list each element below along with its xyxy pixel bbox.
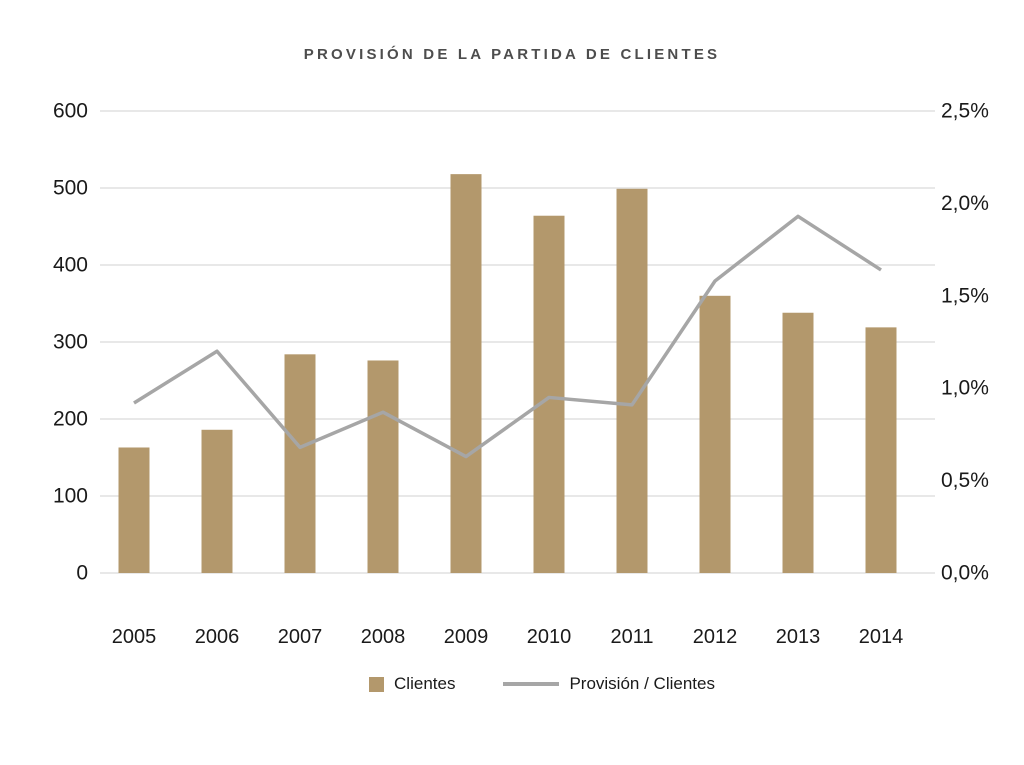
left-axis-tick-500: 500 <box>53 177 88 200</box>
legend-label-clientes: Clientes <box>394 674 456 693</box>
left-axis-tick-200: 200 <box>53 408 88 431</box>
x-axis-label-2005: 2005 <box>112 626 157 648</box>
left-axis-tick-0: 0 <box>76 562 88 585</box>
chart-title: PROVISIÓN DE LA PARTIDA DE CLIENTES <box>303 46 721 63</box>
right-axis-tick-2,5pct: 2,5% <box>941 100 989 123</box>
right-axis-tick-0,0pct: 0,0% <box>941 562 989 585</box>
left-axis-tick-100: 100 <box>53 485 88 508</box>
legend-label-provision: Provisión / Clientes <box>569 674 715 693</box>
chart-legend: Clientes Provisión / Clientes <box>0 674 1024 694</box>
x-axis-label-2007: 2007 <box>278 626 323 648</box>
left-axis-tick-300: 300 <box>53 331 88 354</box>
bar-2008 <box>367 360 399 573</box>
provision-clientes-line <box>133 214 882 459</box>
x-axis-label-2010: 2010 <box>527 626 572 648</box>
right-axis-tick-1,5pct: 1,5% <box>941 284 989 307</box>
x-axis-label-2012: 2012 <box>693 626 738 648</box>
right-axis-tick-1,0pct: 1,0% <box>941 377 989 400</box>
bar-2007 <box>284 354 316 573</box>
bar-swatch-icon <box>369 676 385 692</box>
chart-canvas: 0 100 200 300 400 500 600 0,0% 0,5% 1,0% 1,5% 2,0% 2… <box>53 100 989 649</box>
x-axis-label-2013: 2013 <box>776 626 821 648</box>
x-axis-label-2009: 2009 <box>444 626 489 648</box>
x-axis-label-2014: 2014 <box>859 626 904 648</box>
bar-2010 <box>533 215 565 573</box>
bar-2012 <box>699 295 731 573</box>
bar-2009 <box>450 174 482 573</box>
bar-2013 <box>782 312 814 573</box>
line-swatch-icon <box>503 682 560 686</box>
left-axis-tick-600: 600 <box>53 100 88 123</box>
x-axis-label-2006: 2006 <box>195 626 240 648</box>
right-axis-tick-2,0pct: 2,0% <box>941 192 989 215</box>
bar-2014 <box>865 327 897 573</box>
legend-item-clientes: Clientes <box>369 674 455 694</box>
bar-2011 <box>616 188 648 573</box>
left-axis-tick-400: 400 <box>53 254 88 277</box>
bar-2006 <box>201 429 233 573</box>
x-axis-label-2008: 2008 <box>361 626 406 648</box>
right-axis-tick-0,5pct: 0,5% <box>941 469 989 492</box>
bar-2005 <box>118 447 150 573</box>
x-axis-label-2011: 2011 <box>610 626 653 648</box>
legend-item-provision: Provisión / Clientes <box>503 674 715 694</box>
